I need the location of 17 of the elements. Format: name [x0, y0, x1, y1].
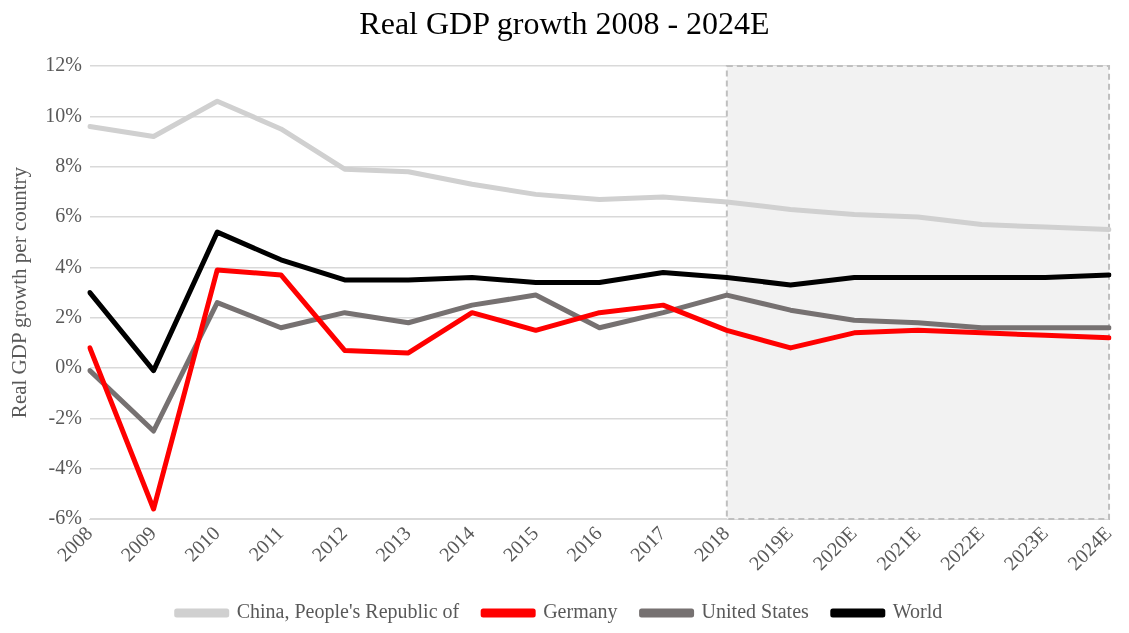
legend-label: World — [892, 600, 943, 623]
y-tick-label: 8% — [55, 153, 82, 176]
legend-label: Germany — [543, 600, 618, 624]
y-tick-label: 12% — [45, 53, 82, 76]
y-tick-label: 6% — [55, 204, 82, 227]
legend-label: China, People's Republic of — [236, 600, 460, 624]
chart-title: Real GDP growth 2008 - 2024E — [358, 4, 771, 43]
y-tick-label: 2% — [55, 304, 82, 327]
y-axis-title: Real GDP growth per country — [7, 166, 32, 419]
y-tick-label: 4% — [55, 254, 82, 277]
y-tick-label: -2% — [48, 405, 82, 428]
y-tick-label: -6% — [48, 506, 82, 529]
y-tick-label: 0% — [55, 355, 82, 378]
legend-label: United States — [701, 600, 810, 623]
x-tick-label: 2011 — [244, 521, 288, 565]
y-tick-label: -4% — [48, 456, 82, 479]
y-tick-label: 10% — [45, 103, 82, 126]
